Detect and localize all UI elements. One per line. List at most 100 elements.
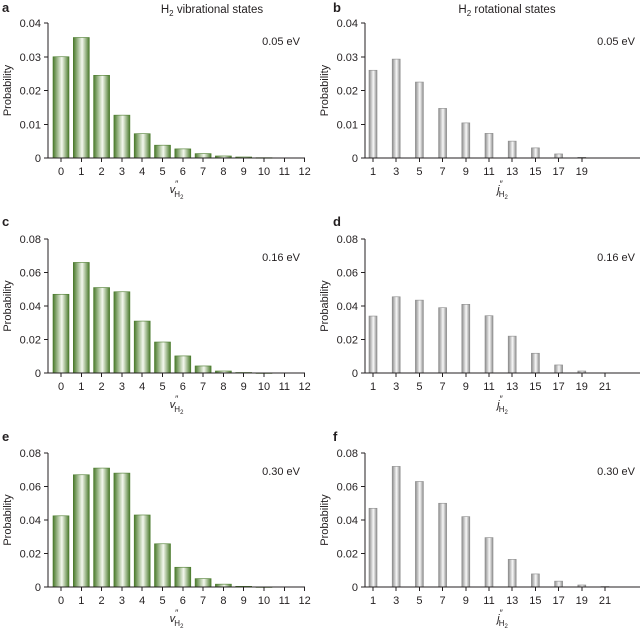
x-tick-label: 2: [99, 166, 105, 178]
bar-17: [554, 364, 563, 374]
x-tick-label: 9: [241, 166, 247, 178]
x-axis-label: j″ H2: [495, 394, 508, 416]
bar-3: [113, 472, 131, 588]
bar-2: [93, 467, 110, 588]
bar-1: [73, 37, 90, 159]
x-tick-label: 9: [463, 595, 469, 607]
y-tick-label: 0.04: [337, 301, 358, 313]
panel-letter-d: d: [333, 214, 341, 229]
x-tick-label: 5: [416, 381, 422, 393]
bar-4: [133, 133, 151, 159]
x-tick-label: 15: [529, 381, 541, 393]
panel-letter-a: a: [2, 0, 10, 15]
x-tick-label: 11: [483, 381, 494, 393]
energy-label: 0.16 eV: [262, 252, 301, 264]
x-axis-label: j″ H2: [495, 179, 508, 201]
x-tick-label: 8: [220, 166, 226, 178]
bar-11: [484, 315, 494, 374]
bar-0: [52, 515, 70, 588]
y-tick-label: 0.06: [337, 482, 358, 494]
x-tick-label: 4: [139, 381, 145, 393]
x-tick-label: 13: [506, 166, 518, 178]
x-tick-label: 3: [119, 166, 125, 178]
x-tick-label: 2: [99, 595, 105, 607]
x-tick-label: 15: [529, 595, 541, 607]
energy-label: 0.05 eV: [262, 36, 301, 48]
y-tick-label: 0.02: [20, 549, 41, 561]
panel-letter-b: b: [333, 0, 341, 15]
x-tick-label: 13: [506, 595, 518, 607]
x-tick-label: 5: [159, 595, 165, 607]
bar-11: [484, 537, 494, 588]
y-tick-label: 0.03: [20, 52, 41, 64]
x-tick-label: 4: [139, 595, 145, 607]
x-tick-label: 6: [180, 595, 186, 607]
y-tick-label: 0: [35, 368, 41, 380]
x-axis-label: j″ H2: [495, 608, 508, 630]
bar-1: [73, 262, 90, 374]
y-tick-label: 0.02: [20, 335, 41, 347]
panel-letter-e: e: [2, 429, 9, 444]
bar-4: [133, 514, 151, 588]
bar-7: [438, 502, 447, 588]
bar-17: [554, 580, 563, 588]
x-tick-label: 0: [58, 595, 64, 607]
x-tick-label: 12: [298, 381, 310, 393]
energy-label: 0.30 eV: [597, 466, 636, 478]
x-tick-label: 7: [440, 381, 446, 393]
y-tick-label: 0.01: [20, 119, 41, 131]
x-tick-label: 0: [58, 166, 64, 178]
x-tick-label: 10: [258, 381, 270, 393]
x-tick-label: 3: [119, 595, 125, 607]
y-tick-label: 0.06: [20, 268, 41, 280]
x-tick-label: 3: [393, 595, 399, 607]
x-tick-label: 7: [200, 381, 206, 393]
bar-7: [438, 108, 447, 159]
bar-1: [368, 69, 378, 159]
bar-7: [194, 365, 212, 374]
x-tick-label: 0: [58, 381, 64, 393]
x-tick-label: 19: [576, 166, 588, 178]
y-axis-label: Probability: [319, 64, 331, 116]
bar-13: [507, 140, 517, 159]
x-tick-label: 11: [279, 166, 290, 178]
x-tick-label: 10: [258, 595, 270, 607]
bar-13: [507, 335, 517, 374]
bar-0: [52, 293, 70, 374]
x-tick-label: 12: [298, 166, 310, 178]
y-tick-label: 0.02: [20, 86, 41, 98]
x-tick-label: 9: [463, 166, 469, 178]
y-axis-label: Probability: [319, 494, 331, 546]
x-tick-label: 5: [416, 595, 422, 607]
bar-0: [52, 56, 70, 159]
bar-5: [154, 543, 171, 588]
energy-label: 0.30 eV: [262, 466, 301, 478]
bar-17: [554, 153, 563, 159]
x-tick-label: 6: [180, 381, 186, 393]
bar-2: [93, 75, 110, 159]
x-tick-label: 7: [200, 595, 206, 607]
x-tick-label: 1: [370, 166, 376, 178]
x-tick-label: 21: [599, 381, 611, 393]
x-tick-label: 7: [200, 166, 206, 178]
x-tick-label: 5: [159, 166, 165, 178]
bar-5: [415, 299, 424, 374]
bar-5: [415, 481, 424, 588]
x-tick-label: 1: [370, 595, 376, 607]
x-tick-label: 15: [529, 166, 541, 178]
y-tick-label: 0.08: [20, 448, 41, 460]
x-tick-label: 10: [258, 166, 270, 178]
y-axis-label: Probability: [2, 64, 14, 116]
bar-3: [113, 114, 131, 159]
bar-9: [461, 516, 471, 588]
y-tick-label: 0: [352, 153, 358, 165]
x-tick-label: 8: [220, 595, 226, 607]
x-tick-label: 17: [552, 595, 564, 607]
y-tick-label: 0.08: [337, 234, 358, 246]
